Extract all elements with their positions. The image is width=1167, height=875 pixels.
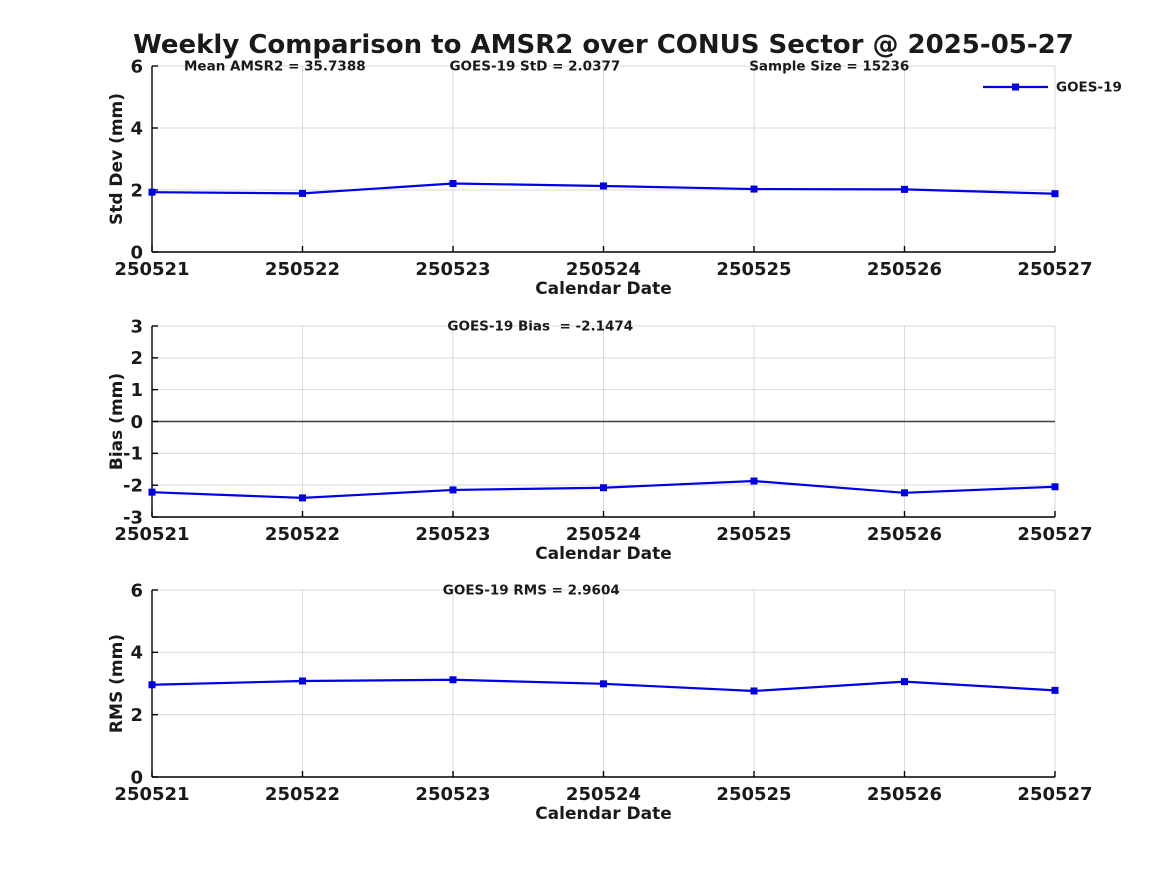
x-axis-label: Calendar Date	[535, 804, 672, 824]
y-tick-label: 4	[130, 118, 143, 139]
data-point-marker	[600, 680, 607, 688]
x-tick-label: 250526	[867, 524, 942, 545]
data-point-marker	[600, 182, 607, 190]
subplot-std-dev: 250521 250522 250523 250524 250525 250526 2505…	[107, 56, 1093, 299]
x-tick-label: 250525	[716, 259, 791, 280]
x-tick-label: 250522	[265, 784, 340, 805]
x-tick-label: 250523	[415, 784, 490, 805]
data-point-marker	[449, 179, 457, 187]
stat-annotation: Sample Size = 15236	[749, 59, 909, 75]
data-point-marker	[148, 188, 156, 196]
x-tick-label: 250524	[566, 259, 641, 280]
y-tick-label: -1	[123, 444, 143, 465]
data-point-marker	[299, 677, 306, 685]
x-tick-label: 250523	[415, 259, 490, 280]
x-tick-label: 250523	[415, 524, 490, 545]
x-tick-label: 250526	[867, 784, 942, 805]
y-tick-label: 0	[130, 767, 143, 788]
x-axis-label: Calendar Date	[535, 544, 672, 564]
y-axis-label: RMS (mm)	[107, 634, 127, 733]
y-tick-label: 2	[130, 180, 143, 201]
data-point-marker	[1051, 686, 1059, 694]
data-point-marker	[299, 494, 306, 502]
x-tick-label: 250526	[867, 259, 942, 280]
y-tick-label: 0	[130, 412, 143, 433]
y-tick-label: 0	[130, 242, 143, 263]
y-tick-label: -2	[123, 475, 143, 496]
x-tick-label: 250521	[114, 524, 189, 545]
x-tick-label: 250524	[566, 784, 641, 805]
data-point-marker	[600, 484, 607, 492]
x-tick-label: 250524	[566, 524, 641, 545]
subplot-bias: 250521 250522 250523 250524 250525 250526 2505…	[107, 316, 1093, 564]
x-axis-label: Calendar Date	[535, 279, 672, 299]
stat-annotation: GOES-19 Bias = -2.1474	[447, 319, 633, 335]
data-point-marker	[901, 678, 908, 686]
data-point-marker	[1051, 190, 1059, 198]
y-tick-label: 3	[130, 316, 143, 337]
legend-label: GOES-19	[1056, 80, 1122, 96]
data-point-marker	[750, 477, 758, 485]
data-point-marker	[148, 681, 156, 689]
y-tick-label: 2	[130, 705, 143, 726]
y-tick-label: 4	[130, 643, 143, 664]
y-tick-label: 2	[130, 348, 143, 369]
data-point-marker	[750, 687, 758, 695]
stat-annotation: GOES-19 RMS = 2.9604	[443, 583, 620, 599]
data-point-marker	[148, 488, 156, 496]
x-tick-label: 250527	[1017, 784, 1092, 805]
data-point-marker	[449, 486, 457, 494]
y-tick-label: 6	[130, 580, 143, 601]
data-point-marker	[750, 185, 758, 193]
x-tick-label: 250522	[265, 259, 340, 280]
x-tick-label: 250521	[114, 259, 189, 280]
legend: GOES-19	[983, 80, 1122, 96]
legend-marker-sample	[1012, 83, 1019, 91]
x-tick-label: 250525	[716, 784, 791, 805]
data-point-marker	[449, 676, 457, 684]
y-axis-label: Std Dev (mm)	[107, 93, 127, 225]
x-tick-label: 250522	[265, 524, 340, 545]
x-tick-label: 250527	[1017, 524, 1092, 545]
subplot-rms: 250521 250522 250523 250524 250525 250526 2505…	[107, 580, 1093, 824]
y-tick-label: -3	[123, 507, 143, 528]
data-point-marker	[1051, 483, 1059, 491]
data-point-marker	[901, 489, 908, 497]
stat-annotation: GOES-19 StD = 2.0377	[449, 59, 620, 75]
y-tick-label: 1	[130, 380, 143, 401]
x-tick-label: 250525	[716, 524, 791, 545]
x-tick-label: 250527	[1017, 259, 1092, 280]
y-axis-label: Bias (mm)	[107, 373, 127, 470]
stat-annotation: Mean AMSR2 = 35.7388	[184, 59, 366, 75]
figure-title: Weekly Comparison to AMSR2 over CONUS Se…	[133, 30, 1074, 60]
data-point-marker	[299, 189, 306, 197]
data-point-marker	[901, 185, 908, 193]
y-tick-label: 6	[130, 56, 143, 77]
x-tick-label: 250521	[114, 784, 189, 805]
